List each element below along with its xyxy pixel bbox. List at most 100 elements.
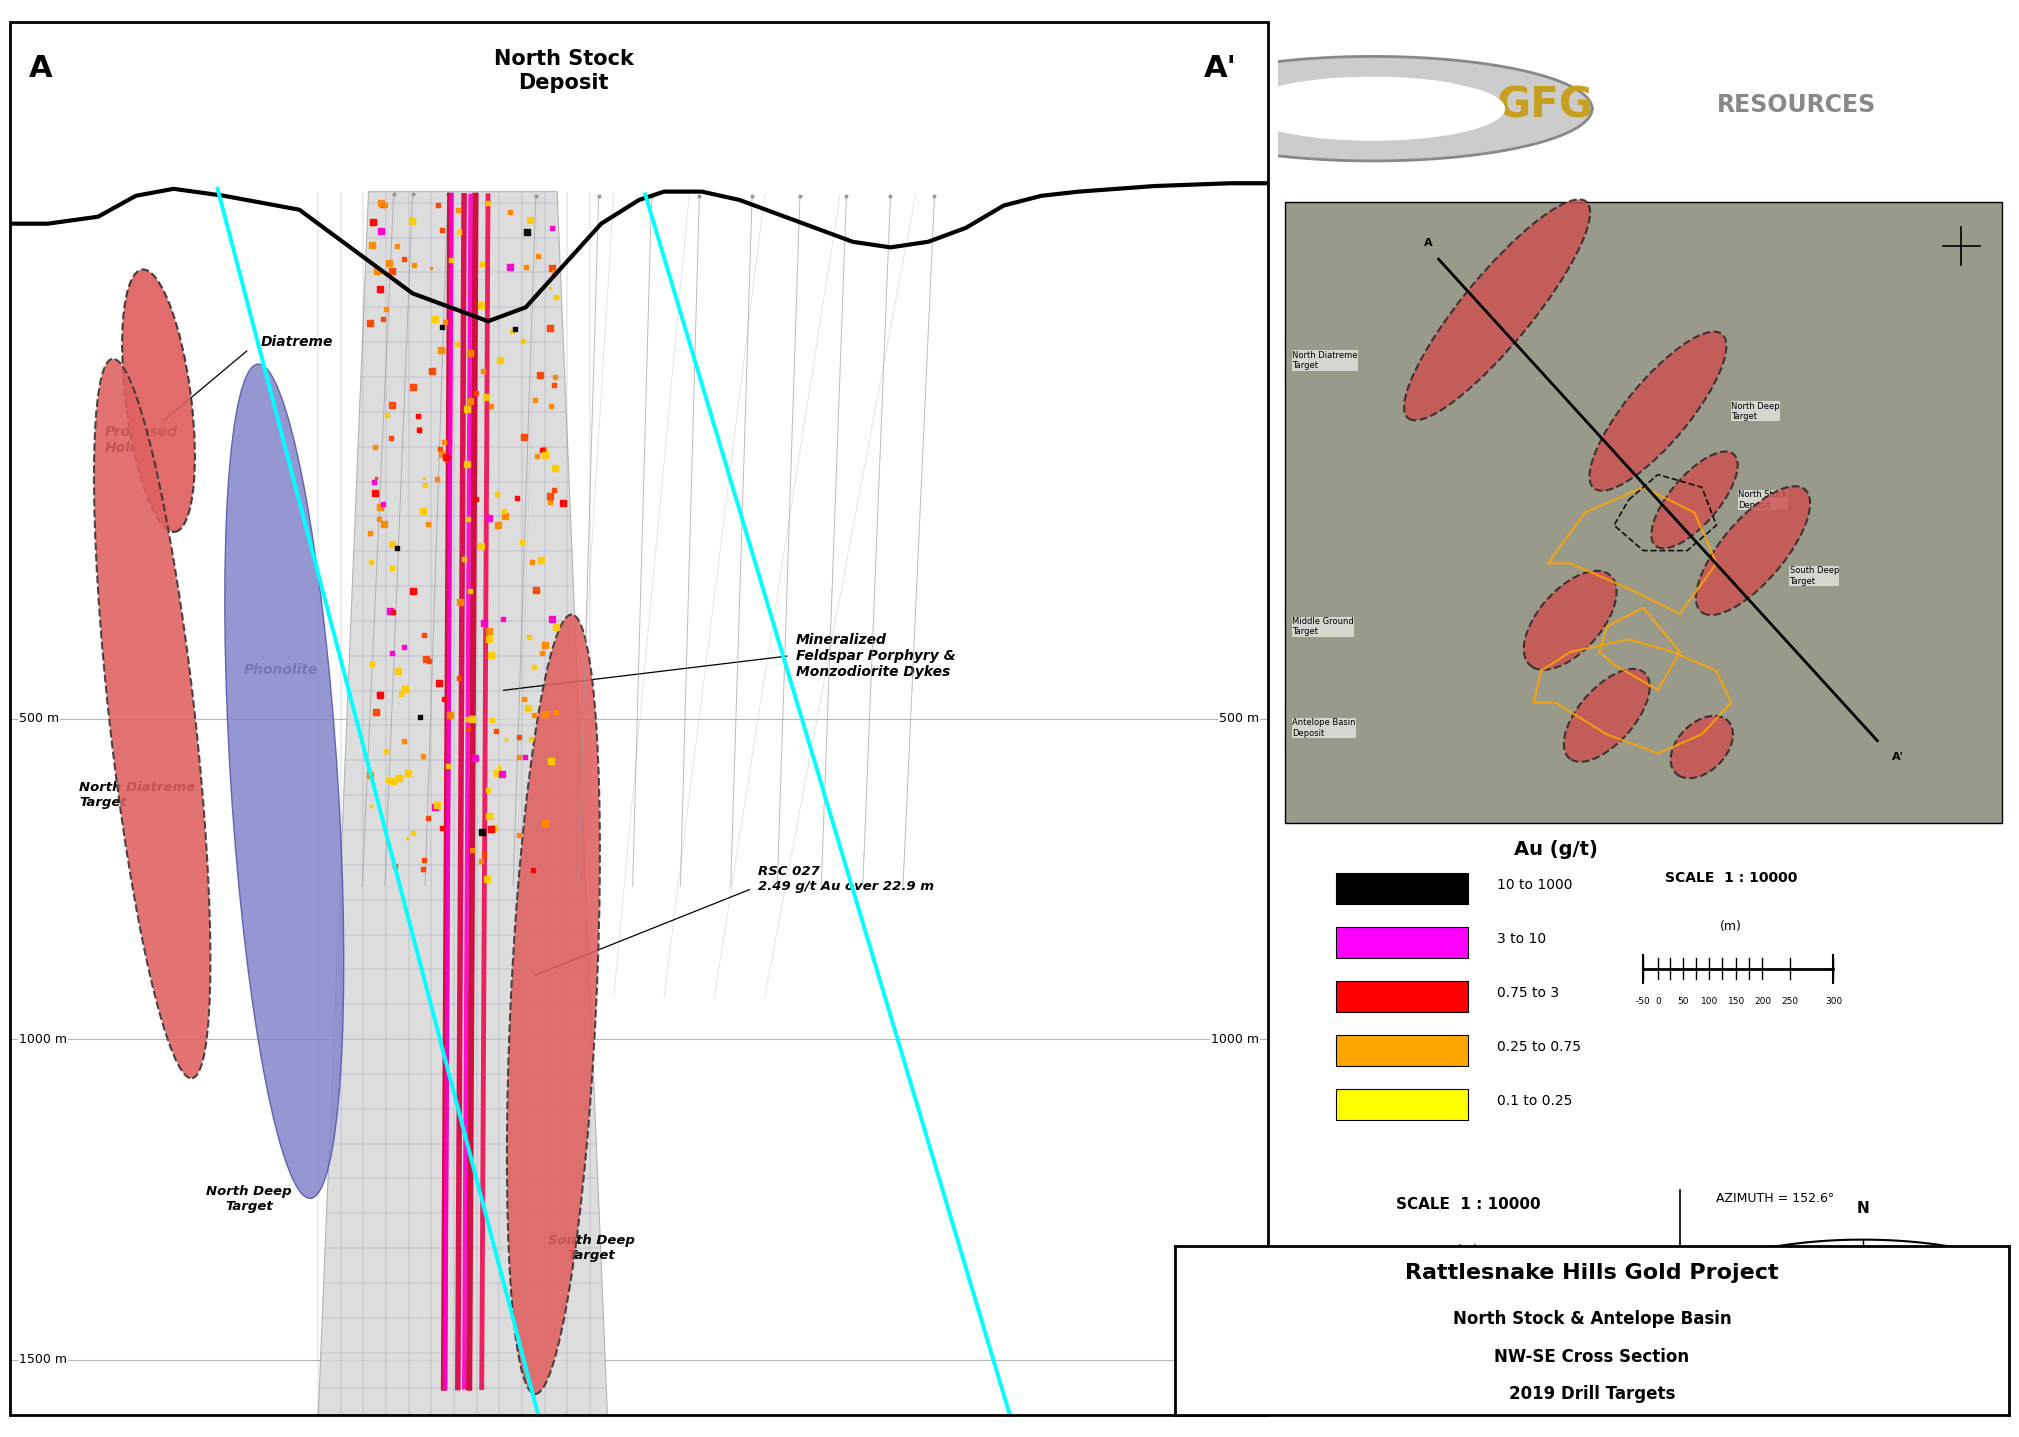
Text: Phonolite: Phonolite: [244, 662, 317, 677]
Point: [489, 500, 521, 523]
Point: [466, 253, 499, 276]
Ellipse shape: [95, 359, 210, 1078]
Text: Middle Ground
Target: Middle Ground Target: [1292, 616, 1355, 637]
Text: North Diatreme
Target: North Diatreme Target: [79, 782, 196, 809]
Point: [371, 251, 404, 274]
FancyBboxPatch shape: [1337, 1089, 1468, 1121]
Point: [501, 487, 533, 510]
Point: [414, 650, 446, 673]
Text: North Stock
Deposit: North Stock Deposit: [493, 49, 634, 92]
Point: [426, 315, 458, 338]
Point: [418, 796, 450, 819]
Point: [464, 849, 497, 872]
Text: North Deep
Target: North Deep Target: [1730, 401, 1779, 421]
Point: [487, 608, 519, 631]
Point: [460, 381, 493, 404]
Point: [376, 556, 408, 579]
Point: [376, 427, 408, 450]
Point: [460, 487, 493, 510]
Point: [428, 687, 460, 710]
Text: 200: 200: [1559, 1331, 1575, 1339]
Ellipse shape: [1670, 716, 1732, 779]
Point: [363, 683, 396, 706]
Point: [386, 683, 418, 706]
Point: [466, 821, 499, 844]
Text: 150: 150: [1500, 1331, 1516, 1339]
Point: [535, 216, 567, 239]
Point: [452, 507, 485, 530]
Text: North Stock & Antelope Basin: North Stock & Antelope Basin: [1452, 1311, 1732, 1328]
Text: S: S: [1859, 1387, 1868, 1400]
Point: [483, 513, 515, 536]
Point: [472, 777, 505, 800]
Point: [472, 627, 505, 650]
Point: [424, 339, 456, 362]
Point: [363, 507, 396, 530]
Point: [414, 256, 446, 279]
Text: 50: 50: [1678, 997, 1688, 1006]
Text: Rattlesnake Hills Gold Project: Rattlesnake Hills Gold Project: [1405, 1263, 1779, 1283]
Ellipse shape: [1565, 668, 1650, 762]
Text: South Deep
Target: South Deep Target: [547, 1234, 634, 1262]
Point: [396, 210, 428, 233]
Point: [376, 533, 408, 556]
Ellipse shape: [1652, 451, 1738, 549]
Text: Diatreme: Diatreme: [260, 335, 333, 349]
Text: 10 to 1000: 10 to 1000: [1496, 878, 1573, 892]
Point: [422, 194, 454, 217]
Point: [519, 655, 551, 678]
Text: North Deep
Target: North Deep Target: [206, 1186, 293, 1213]
Point: [363, 683, 396, 706]
Point: [454, 342, 487, 365]
Point: [489, 504, 521, 527]
Point: [483, 756, 515, 779]
Point: [376, 260, 408, 283]
Text: SCALE  1 : 10000: SCALE 1 : 10000: [1395, 1197, 1540, 1211]
Point: [464, 535, 497, 558]
Point: [442, 198, 474, 221]
Point: [472, 506, 505, 529]
Text: -50: -50: [1635, 997, 1652, 1006]
Point: [450, 398, 483, 421]
Point: [404, 417, 436, 440]
Point: [434, 249, 466, 272]
Point: [537, 260, 569, 283]
Ellipse shape: [507, 615, 600, 1394]
Point: [367, 513, 400, 536]
Point: [529, 634, 561, 657]
Point: [535, 608, 567, 631]
Point: [468, 842, 501, 865]
Point: [503, 746, 535, 769]
Text: A': A': [1892, 752, 1904, 762]
Text: 500 m: 500 m: [18, 711, 59, 726]
Point: [529, 444, 561, 467]
Point: [503, 823, 535, 846]
Point: [359, 481, 392, 504]
Point: [535, 277, 567, 300]
Point: [388, 247, 420, 270]
Text: Mineralized
Feldspar Porphyry &
Monzodiorite Dykes: Mineralized Feldspar Porphyry & Monzodio…: [795, 632, 955, 678]
Point: [481, 483, 513, 506]
Point: [398, 821, 430, 844]
Text: A': A': [1203, 53, 1236, 82]
Text: A: A: [28, 53, 52, 82]
Point: [367, 491, 400, 514]
Point: [525, 549, 557, 572]
Point: [529, 703, 561, 726]
Point: [474, 818, 507, 841]
Point: [541, 286, 573, 309]
Text: 200: 200: [1755, 997, 1771, 1006]
Point: [511, 697, 543, 720]
Point: [507, 329, 539, 352]
Point: [452, 707, 485, 730]
Point: [392, 762, 424, 785]
Text: A: A: [1423, 239, 1433, 249]
FancyBboxPatch shape: [1337, 1035, 1468, 1066]
Point: [513, 625, 545, 648]
Point: [456, 839, 489, 862]
Text: -50: -50: [1300, 1331, 1314, 1339]
Point: [382, 660, 414, 683]
Point: [515, 727, 547, 750]
Point: [359, 435, 392, 458]
Point: [426, 218, 458, 241]
